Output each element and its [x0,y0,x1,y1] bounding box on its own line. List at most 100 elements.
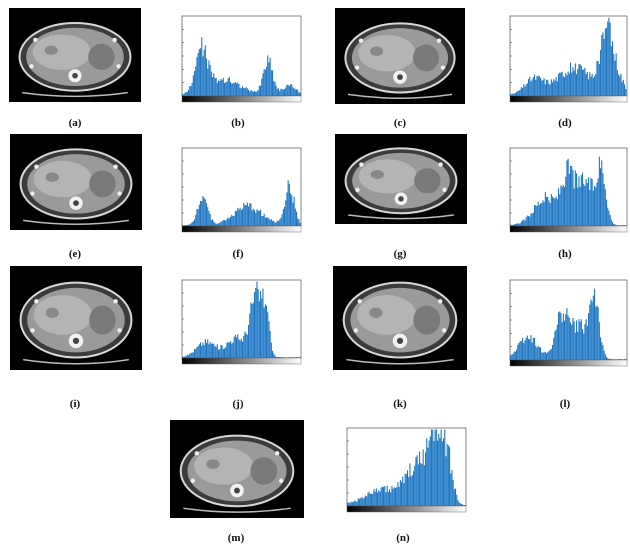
histogram-bar [588,312,590,360]
histogram-bar [402,476,404,506]
histogram-bar [572,318,574,360]
histogram-bar [597,307,599,360]
histogram-bar [603,350,605,360]
histogram-bar [242,86,244,96]
histogram-bar [529,76,531,96]
histogram-bar [251,90,253,96]
histogram-bar [288,183,290,226]
rib [442,187,447,192]
panel-label-k: (k) [393,398,407,410]
histogram-bar [198,48,200,96]
histogram-bar [209,64,211,96]
histogram-bar [194,70,196,96]
histogram-bar [516,223,518,226]
histogram-bar [541,352,543,360]
histogram-bar [214,77,216,96]
ct-slice-svg-c [344,22,456,99]
histogram-bar [616,225,618,226]
histogram-bar [562,184,564,226]
histogram-bar [284,357,286,358]
histogram-bar [511,224,513,226]
histogram-bar [273,81,275,96]
histogram-bar [450,473,452,506]
histogram-bar [453,489,455,506]
ct-slice-svg-i [19,281,133,365]
histogram-bar [570,165,572,226]
histogram-bar [183,94,185,96]
histogram-bar [561,186,563,226]
histogram-bar [618,225,620,226]
histogram-bar [598,156,600,226]
histogram-bar [270,70,272,96]
spinal-canal [73,200,79,206]
histogram-bar [182,225,184,226]
rib [359,162,364,167]
liver [33,160,92,198]
histogram-bar [582,69,584,96]
histogram-bar [287,84,289,96]
histogram-bar [200,48,202,96]
histogram-bar [294,357,296,358]
histogram-bar [285,87,287,96]
histogram-bar [240,338,242,358]
histogram-bar [564,186,566,226]
histogram-bar [516,92,518,96]
histogram-bar [560,72,562,96]
histogram-bar [298,219,300,226]
histogram-bar [198,204,200,226]
histogram-bar [287,357,289,358]
histogram-svg-f [181,147,302,233]
histogram-bar [546,79,548,96]
histogram-bar [203,197,205,226]
histogram-bar [444,429,446,506]
histogram-bar [232,83,234,96]
histogram-bar [391,485,393,506]
histogram-bar [592,77,594,96]
histogram-bar [379,491,381,506]
histogram-bar [511,94,513,96]
histogram-bar [560,185,562,226]
histogram-bar [221,80,223,96]
histogram-bar [544,351,546,360]
histogram-bar [291,195,293,226]
histogram-bar [598,64,600,96]
histogram-bar [349,503,351,506]
histogram-bar [567,158,569,226]
grayscale-colorbar [509,359,628,367]
histogram-bar [564,320,566,360]
histogram-bar [227,342,229,358]
histogram-bar [243,88,245,96]
histogram-bar [537,201,539,226]
histogram-bar [571,324,573,360]
histogram-bar [269,330,271,358]
histogram-bar [399,479,401,506]
histogram-bar [221,221,223,226]
histogram-bar [290,84,292,96]
histogram-bar [275,222,277,226]
histogram-bar [269,57,271,96]
histogram-bar [540,203,542,226]
histogram-bar [299,223,301,226]
histogram-bar [419,451,421,506]
histogram-bar [550,79,552,96]
histogram-bar [568,73,570,96]
histogram-bar [213,73,215,96]
histogram-bar [185,225,187,226]
histogram-bar [291,84,293,96]
rib [194,451,199,456]
histogram-bar [594,75,596,96]
histogram-bar [234,210,236,226]
histogram-bar [532,212,534,226]
ct-image-k [333,266,467,370]
histogram-bar [613,53,615,96]
histogram-bar [522,88,524,96]
histogram-bar [212,77,214,96]
panel-label-e: (e) [68,248,82,260]
histogram-bar [620,73,622,96]
panel-label-b: (b) [231,117,245,129]
histogram-bar [381,486,383,506]
histogram-bar [250,203,252,226]
rib [190,478,195,483]
histogram-bar [619,225,621,226]
histogram-bar [236,83,238,96]
